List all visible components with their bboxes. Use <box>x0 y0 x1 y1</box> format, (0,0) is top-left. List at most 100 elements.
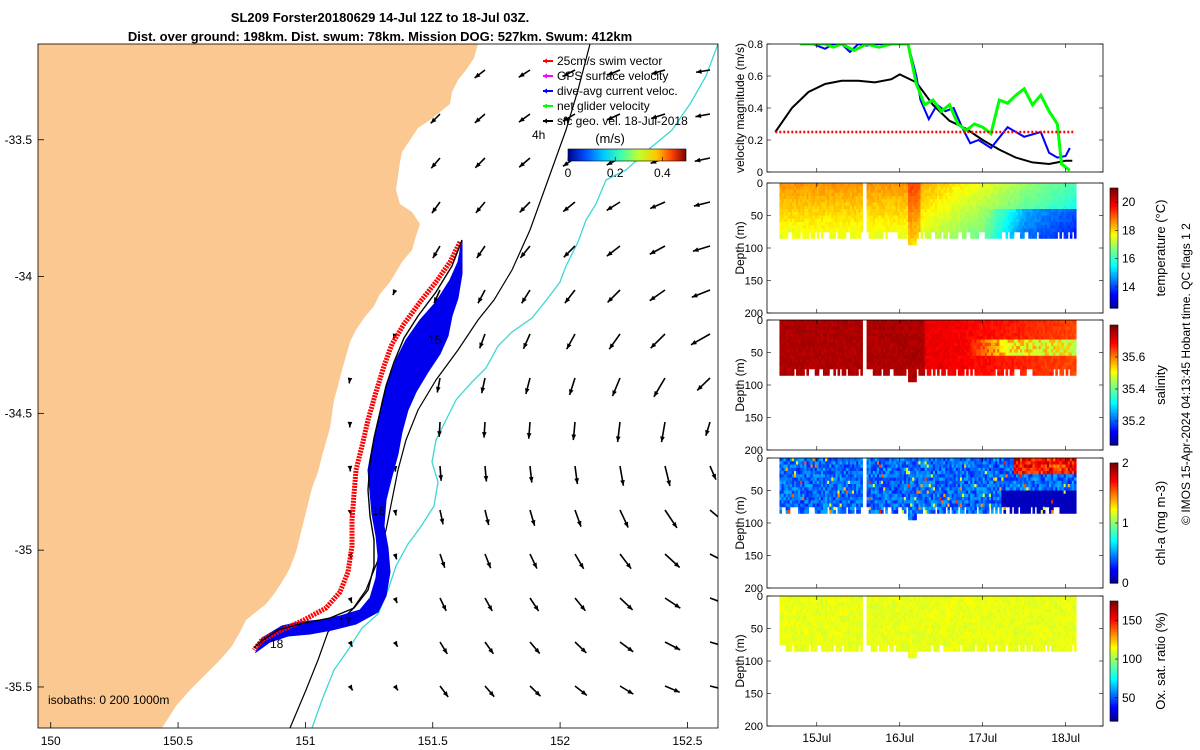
heatmap-cell <box>866 183 870 187</box>
heatmap-cell <box>812 228 816 233</box>
heatmap-cell <box>872 231 876 236</box>
heatmap-cell <box>804 231 807 236</box>
heatmap-cell <box>889 183 892 187</box>
heatmap-cell <box>806 192 810 197</box>
heatmap-cell <box>796 196 799 200</box>
velocity-vector-head <box>524 388 530 395</box>
heatmap-cell <box>893 202 897 207</box>
heatmap-cell <box>841 222 845 226</box>
heatmap-cell <box>804 186 807 190</box>
heatmap-cell <box>910 238 913 242</box>
heatmap-cell <box>1073 225 1077 229</box>
heatmap-cell <box>866 225 870 229</box>
heatmap-cell <box>843 235 847 239</box>
heatmap-cell <box>1065 368 1069 373</box>
heatmap-cell <box>810 212 814 216</box>
heatmap-cell <box>793 205 797 210</box>
heatmap-cell <box>887 372 890 376</box>
heatmap-cell <box>829 183 832 187</box>
heatmap-cell <box>791 189 795 194</box>
heatmap-cell <box>860 339 863 344</box>
velocity-vector-head <box>692 247 699 252</box>
velocity-vector-head <box>392 640 398 647</box>
heatmap-cell <box>897 186 901 190</box>
heatmap-cell <box>860 320 863 324</box>
heatmap-cell <box>779 231 783 236</box>
heatmap-cell <box>920 225 924 229</box>
velocity-vector-head <box>627 646 634 652</box>
heatmap-cell <box>820 215 824 220</box>
y-tick-label: 0 <box>757 167 763 179</box>
heatmap-cell <box>899 202 903 207</box>
heatmap-cell <box>858 196 861 200</box>
heatmap-cell <box>856 186 859 190</box>
heatmap-cell <box>837 212 841 216</box>
heatmap-cell <box>820 202 824 207</box>
heatmap-panel-2 <box>779 320 1077 383</box>
heatmap-cell <box>893 222 897 226</box>
heatmap-cell <box>841 205 845 210</box>
heatmap-cell <box>914 196 917 200</box>
heatmap-cell <box>820 186 824 190</box>
heatmap-cell <box>874 189 878 194</box>
y-tick-label: 0.8 <box>748 39 763 51</box>
velocity-vector-head <box>562 116 569 122</box>
heatmap-cell <box>920 212 924 216</box>
velocity-vector-head <box>650 342 657 349</box>
heatmap-cell <box>893 218 897 223</box>
heatmap-cell <box>856 183 859 187</box>
heatmap-cell <box>818 189 822 194</box>
heatmap-cell <box>901 218 905 223</box>
velocity-vector-head <box>483 475 489 482</box>
velocity-vector-head <box>347 465 353 472</box>
heatmap-cell <box>823 215 826 220</box>
heatmap-cell <box>910 202 913 207</box>
heatmap-cell <box>785 218 789 223</box>
heatmap-cell <box>843 368 847 373</box>
heatmap-cell <box>899 199 903 203</box>
heatmap-cell <box>789 192 793 197</box>
heatmap-cell <box>912 209 915 213</box>
panel-1-ylabel: Depth (m) <box>733 221 747 274</box>
heatmap-cell <box>845 202 849 207</box>
heatmap-cell <box>953 368 957 373</box>
heatmap-cell <box>849 202 853 207</box>
heatmap-cell <box>847 225 851 229</box>
velocity-vector-head <box>520 252 526 258</box>
heatmap-cell <box>827 199 830 203</box>
heatmap-cell <box>899 205 903 210</box>
heatmap-cell <box>856 212 859 216</box>
title-line-1: SL209 Forster20180629 14-Jul 12Z to 18-J… <box>230 10 530 25</box>
heatmap-cell <box>814 215 818 220</box>
heatmap-cell <box>976 235 980 239</box>
heatmap-cell <box>883 225 886 229</box>
heatmap-cell <box>785 196 789 200</box>
heatmap-cell <box>912 215 915 220</box>
velocity-vector-head <box>485 519 490 526</box>
heatmap-cell <box>1065 235 1069 239</box>
heatmap-cell <box>806 228 810 233</box>
heatmap-cell <box>924 225 928 229</box>
heatmap-cell <box>895 202 899 207</box>
heatmap-cell <box>812 231 816 236</box>
heatmap-cell <box>858 202 861 207</box>
heatmap-cell <box>939 231 942 236</box>
heatmap-cell <box>825 196 828 200</box>
heatmap-cell <box>885 199 888 203</box>
heatmap-cell <box>887 218 890 223</box>
heatmap-cell <box>837 222 841 226</box>
heatmap-cell <box>922 202 926 207</box>
heatmap-cell <box>879 202 882 207</box>
heatmap-cell <box>791 372 795 376</box>
velocity-vector <box>709 553 718 560</box>
velocity-vector-head <box>650 204 657 209</box>
velocity-vector-head <box>674 603 681 609</box>
heatmap-cell <box>1005 235 1009 239</box>
heatmap-cell <box>847 196 851 200</box>
heatmap-cell <box>897 199 901 203</box>
heatmap-cell <box>791 225 795 229</box>
heatmap-cell <box>910 235 913 239</box>
heatmap-cell <box>870 225 874 229</box>
heatmap-cell <box>789 218 793 223</box>
heatmap-cell <box>872 202 876 207</box>
